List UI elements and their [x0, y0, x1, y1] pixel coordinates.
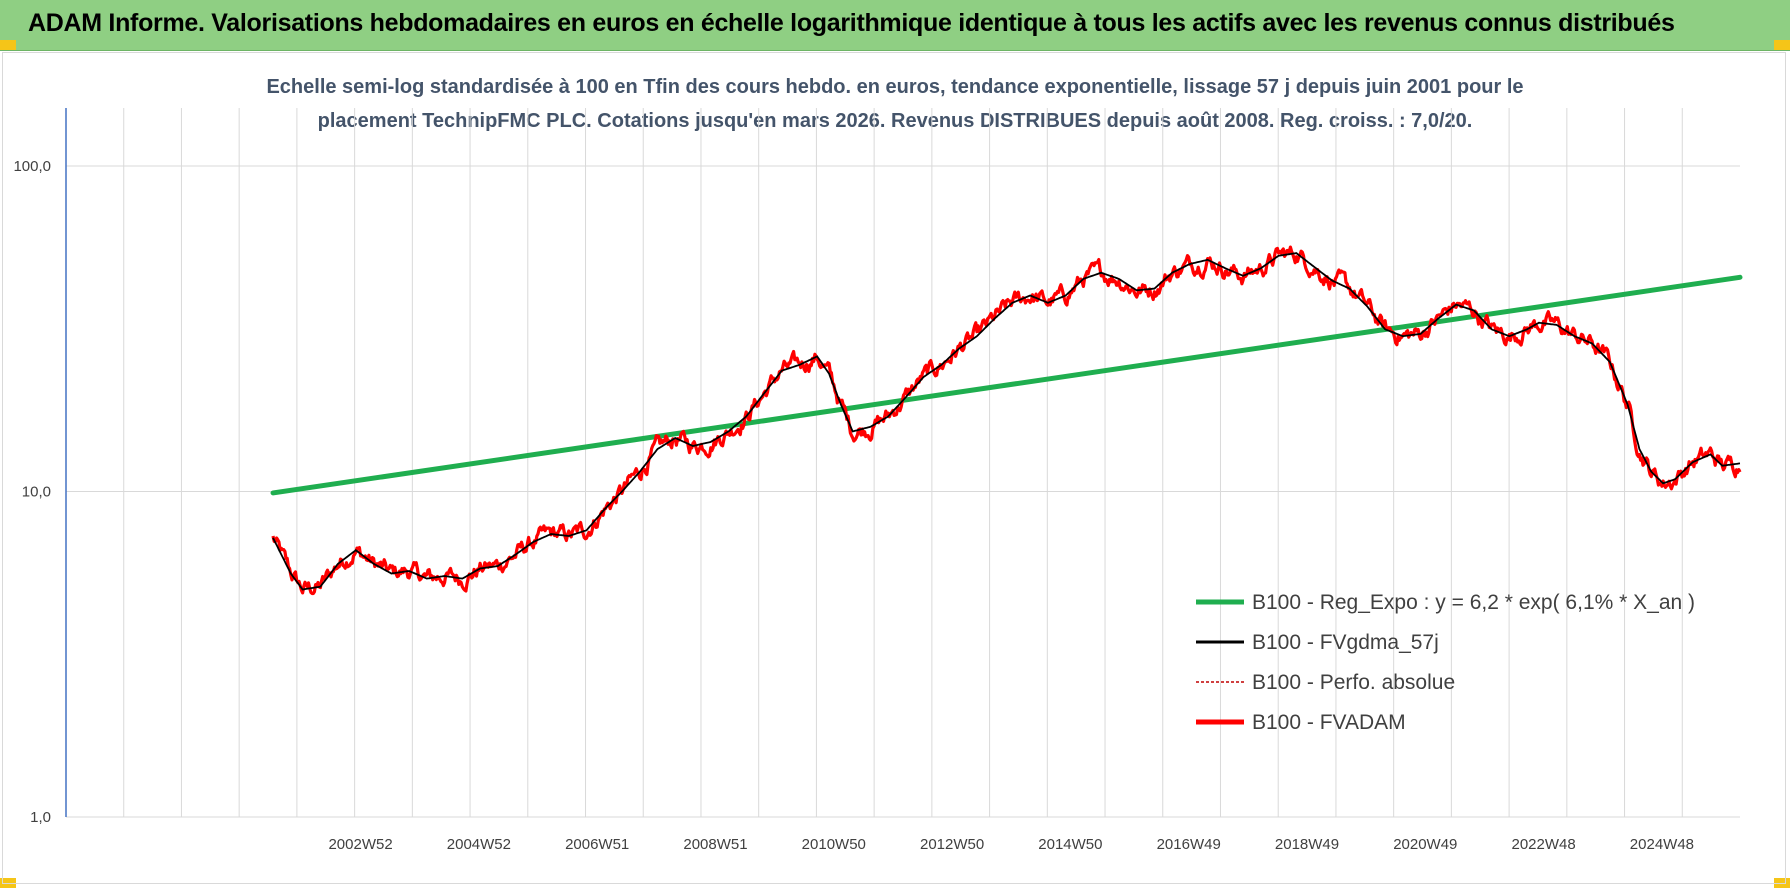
legend-label: B100 - Perfo. absolue: [1252, 671, 1455, 694]
y-tick-label: 100,0: [13, 158, 51, 175]
legend: B100 - Reg_Expo : y = 6,2 * exp( 6,1% * …: [1196, 591, 1695, 734]
series-layer: [270, 245, 1743, 596]
x-tick-label: 2012W50: [920, 836, 984, 853]
corner-marker-top-left: [0, 40, 16, 50]
x-tick-label: 2004W52: [447, 836, 511, 853]
y-tick-label: 1,0: [30, 809, 51, 826]
gridlines: [66, 108, 1740, 818]
x-tick-label: 2024W48: [1630, 836, 1694, 853]
x-tick-label: 2022W48: [1512, 836, 1576, 853]
y-tick-labels: 1,0 10,0 100,0: [13, 158, 51, 826]
x-tick-label: 2002W52: [328, 836, 392, 853]
series-trend-line: [270, 274, 1743, 496]
series-fvgdma-line: [272, 252, 1741, 591]
x-tick-label: 2018W49: [1275, 836, 1339, 853]
legend-label: B100 - Reg_Expo : y = 6,2 * exp( 6,1% * …: [1252, 591, 1695, 614]
x-tick-label: 2008W51: [683, 836, 747, 853]
x-tick-label: 2014W50: [1038, 836, 1102, 853]
legend-label: B100 - FVADAM: [1252, 711, 1406, 734]
chart-subtitle-line-2: placement TechnipFMC PLC. Cotations jusq…: [317, 110, 1473, 132]
x-tick-label: 2006W51: [565, 836, 629, 853]
x-tick-label: 2016W49: [1157, 836, 1221, 853]
series-fvadam-line: [271, 245, 1742, 596]
chart-frame: [2, 52, 1786, 884]
report-header: ADAM Informe. Valorisations hebdomadaire…: [0, 0, 1790, 51]
x-tick-labels: 2002W52 2004W52 2006W51 2008W51 2010W50 2012W…: [328, 836, 1694, 853]
corner-marker-top-right: [1774, 40, 1790, 50]
x-tick-label: 2010W50: [802, 836, 866, 853]
y-tick-label: 10,0: [22, 483, 51, 500]
report-title: ADAM Informe. Valorisations hebdomadaire…: [28, 9, 1675, 37]
x-tick-label: 2020W49: [1393, 836, 1457, 853]
chart-subtitle-line-1: Echelle semi-log standardisée à 100 en T…: [266, 76, 1524, 98]
legend-label: B100 - FVgdma_57j: [1252, 631, 1439, 654]
